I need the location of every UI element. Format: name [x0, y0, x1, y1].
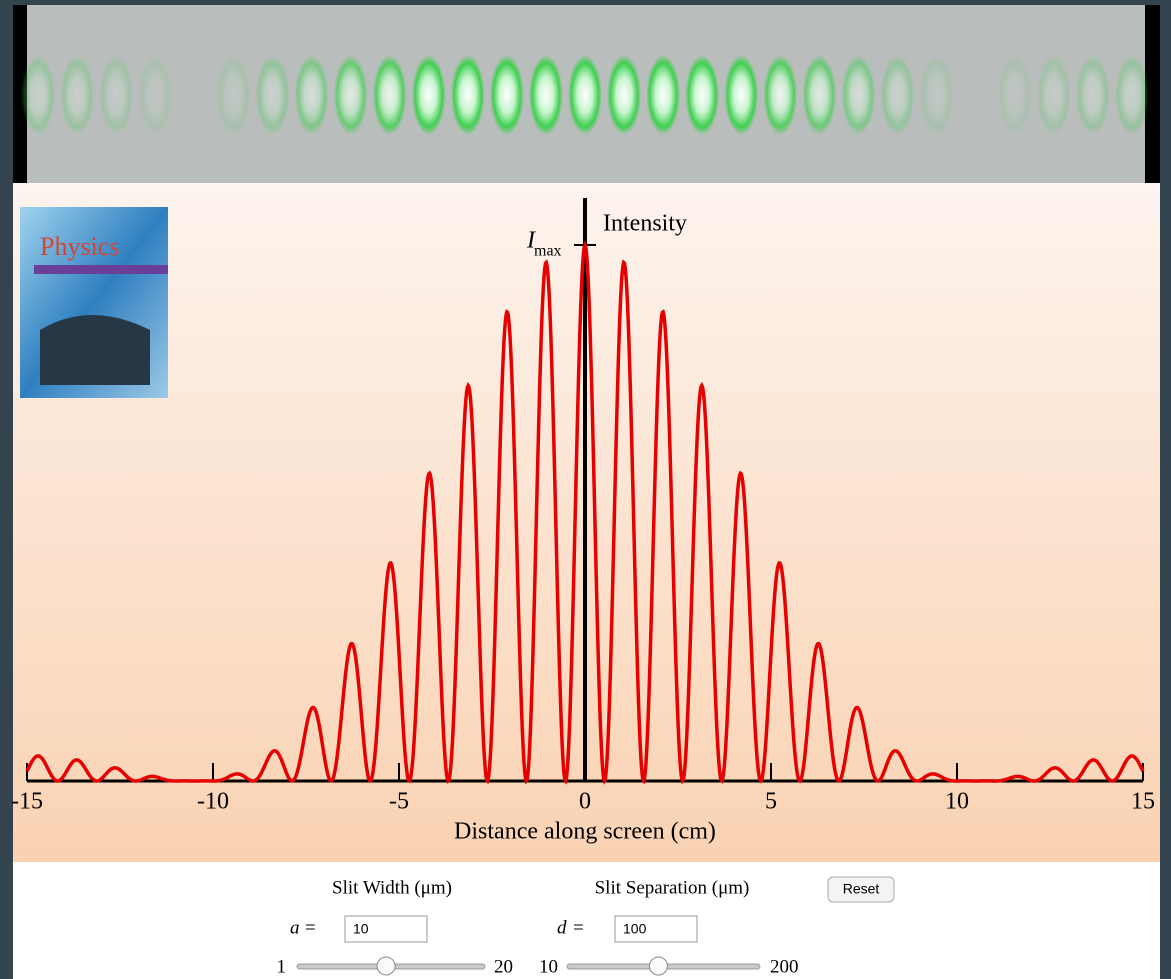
a-input[interactable] [344, 915, 428, 943]
book-title: Physics [40, 232, 119, 261]
fringe-spot [646, 55, 681, 135]
fringe-spot [99, 55, 134, 135]
fringe-spot [255, 55, 290, 135]
fringe-spot [919, 55, 954, 135]
fringe-spot [528, 55, 563, 135]
fringe-spot [177, 55, 211, 135]
fringe-spot [138, 55, 173, 135]
intensity-curve [25, 240, 1145, 785]
fringe-spot [411, 55, 446, 135]
fringe-spot [997, 55, 1032, 135]
reset-label: Reset [843, 881, 880, 897]
fringe-spot [1114, 55, 1149, 135]
book-cover: Physics [20, 207, 168, 398]
a-input-value: 10 [353, 921, 369, 937]
d-equals: = [573, 917, 584, 938]
fringe-spot [450, 55, 485, 135]
fringe-spot [1075, 55, 1110, 135]
x-axis-label: Distance along screen (cm) [454, 819, 716, 845]
d-input[interactable] [614, 915, 698, 943]
fringe-spot [21, 55, 56, 135]
control-panel [13, 862, 1160, 979]
d-min: 10 [539, 956, 558, 977]
x-tick-label: 0 [579, 789, 591, 815]
a-symbol: a [290, 917, 300, 938]
x-tick-label: 5 [765, 789, 777, 815]
a-max: 20 [494, 956, 513, 977]
x-tick-label: 10 [945, 789, 969, 815]
a-min: 1 [277, 956, 287, 977]
x-tick-label: -10 [197, 789, 229, 815]
fringe-spot [216, 55, 251, 135]
fringe-spot [724, 55, 759, 135]
x-tick-label: 15 [1131, 789, 1155, 815]
fringe-spot [60, 55, 95, 135]
d-max: 200 [770, 956, 799, 977]
slit_width-thumb[interactable] [376, 956, 396, 976]
x-tick-label: -5 [389, 789, 409, 815]
slit-separation-label: Slit Separation (μm) [595, 877, 750, 898]
fringe-spot [685, 55, 720, 135]
reset-button[interactable] [827, 876, 895, 903]
cover-art [40, 315, 150, 385]
d-symbol: d [557, 917, 567, 938]
fringe-spot [489, 55, 524, 135]
imax-subscript: max [534, 243, 562, 260]
fringe-spot [959, 55, 993, 135]
fringe-spot [372, 55, 407, 135]
fringe-spot [568, 55, 602, 135]
fringe-band [13, 5, 1160, 183]
fringe-spot [607, 55, 642, 135]
slit_separation-thumb[interactable] [648, 956, 668, 976]
fringe-spot [880, 55, 915, 135]
fringe-spot [294, 55, 329, 135]
cover-stripe [34, 265, 168, 274]
fringe-spot [1036, 55, 1071, 135]
controls: Slit Width (μm) Slit Separation (μm) a =… [277, 876, 895, 977]
x-tick-label: -15 [11, 789, 43, 815]
a-equals: = [305, 917, 316, 938]
slit-width-label: Slit Width (μm) [332, 877, 452, 898]
plot: I max Intensity Distance along screen (c… [11, 198, 1155, 845]
d-input-value: 100 [623, 921, 647, 937]
imax-symbol: I [526, 228, 536, 254]
fringe-spot [333, 55, 368, 135]
fringe-spot [763, 55, 798, 135]
y-axis-label: Intensity [603, 211, 687, 237]
fringe-spot [802, 55, 837, 135]
fringe-spot [841, 55, 876, 135]
